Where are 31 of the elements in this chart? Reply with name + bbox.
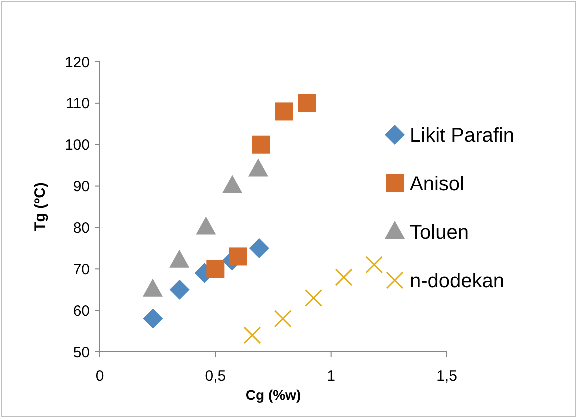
point: [274, 310, 292, 328]
point: [298, 94, 316, 112]
legend-label: n-dodekan: [410, 270, 505, 292]
y-tick-label: 50: [73, 344, 90, 362]
point: [170, 280, 190, 300]
y-tick-label: 60: [73, 302, 90, 320]
point: [366, 256, 384, 274]
legend-label: Anisol: [410, 174, 464, 196]
point: [275, 102, 294, 121]
point: [229, 248, 248, 266]
point: [252, 136, 270, 154]
point: [244, 326, 262, 344]
x-tick-label: 0,5: [205, 368, 226, 385]
x-tick-label: 1: [327, 368, 336, 385]
x-tick-label: 0: [96, 368, 104, 385]
y-tick-label: 80: [73, 220, 90, 237]
y-tick-label: 70: [73, 261, 90, 278]
y-tick-label: 100: [64, 137, 90, 154]
point: [206, 260, 225, 278]
x-axis-title: Cg (%w): [246, 387, 302, 403]
y-axis-title: Tg (ºC): [32, 182, 49, 232]
legend-label: Toluen: [410, 222, 469, 244]
y-tick-label: 90: [73, 178, 90, 196]
point: [305, 289, 322, 307]
legend-label: Likit Parafin: [410, 125, 514, 147]
x-tick-label: 1,5: [436, 368, 458, 385]
y-tick-label: 110: [66, 96, 90, 113]
y-tick-label: 120: [64, 54, 90, 72]
point: [249, 238, 270, 258]
point: [143, 308, 164, 329]
point: [335, 268, 353, 286]
